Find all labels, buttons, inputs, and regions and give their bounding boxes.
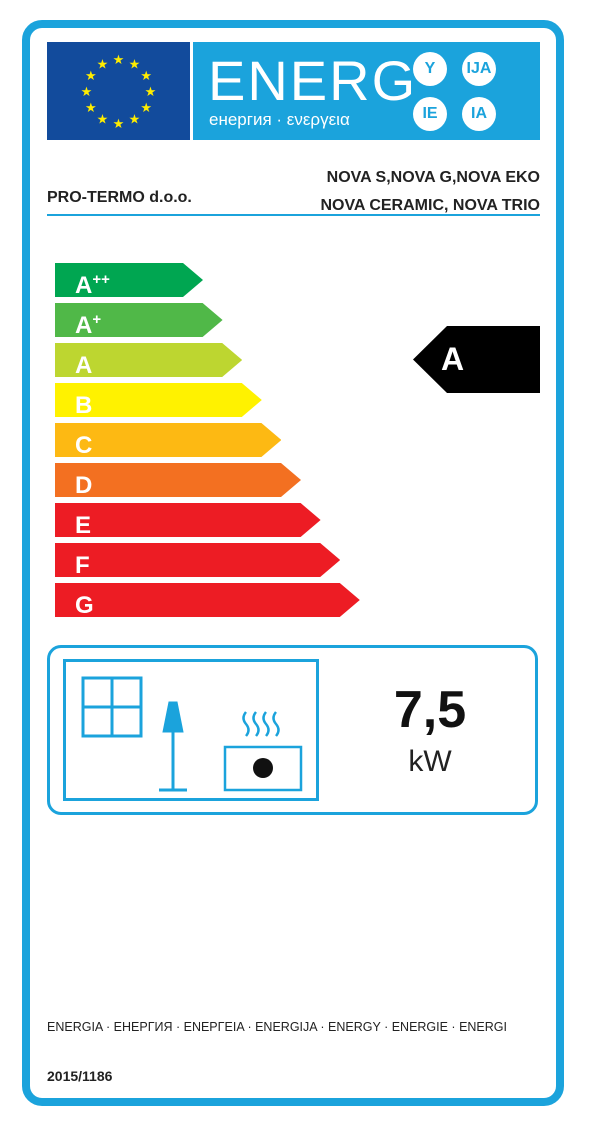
energy-subtitle: енергия · ενεργεια (209, 110, 350, 129)
class-label: A (75, 352, 93, 379)
star-icon: ★ (97, 112, 109, 127)
room-heating-pictogram (63, 659, 319, 801)
class-sup: + (92, 311, 102, 328)
model-line: NOVA CERAMIC, NOVA TRIO (320, 197, 540, 214)
class-label: A (75, 272, 93, 299)
suffix-ie: IE (413, 97, 447, 131)
class-label: D (75, 472, 93, 499)
class-label: E (75, 512, 92, 539)
suffix-y: Y (413, 52, 447, 86)
star-icon: ★ (85, 68, 97, 83)
lamp-icon (159, 701, 187, 792)
efficiency-class-3: B (55, 383, 262, 417)
efficiency-class-8: G (55, 583, 360, 617)
rated-output-value: 7,5 (393, 681, 467, 739)
energy-word: ENERG (208, 49, 418, 112)
star-icon: ★ (85, 100, 97, 115)
star-icon: ★ (113, 116, 125, 131)
class-sup: ++ (92, 271, 110, 288)
star-icon: ★ (97, 56, 109, 71)
efficiency-class-5: D (55, 463, 301, 497)
footer-languages: ENERGIA · ЕНЕРГИЯ · ΕΝΕΡΓΕΙΑ · ENERGIJA … (47, 1020, 507, 1034)
rated-output-unit: kW (408, 745, 452, 778)
star-icon: ★ (145, 84, 157, 99)
suffix-ia: IA (462, 97, 496, 131)
output-panel (47, 645, 538, 815)
class-label: F (75, 552, 90, 579)
energy-banner: ENERG енергия · ενεργεια Y IJA IE IA (193, 42, 540, 140)
star-icon: ★ (129, 56, 141, 71)
star-icon: ★ (113, 52, 125, 67)
star-icon: ★ (129, 112, 141, 127)
divider (47, 214, 540, 216)
class-label: G (75, 592, 94, 619)
suffix-ija: IJA (462, 52, 496, 86)
regulation-number: 2015/1186 (47, 1068, 113, 1084)
class-label: A (75, 312, 93, 339)
efficiency-class-6: E (55, 503, 321, 537)
label-frame (22, 20, 564, 1106)
class-label: C (75, 432, 93, 459)
star-icon: ★ (140, 100, 152, 115)
model-names: NOVA S,NOVA G,NOVA EKO NOVA CERAMIC, NOV… (320, 164, 540, 220)
supplier-name: PRO-TERMO d.o.o. (47, 189, 192, 206)
efficiency-class-4: C (55, 423, 281, 457)
efficiency-class-0: A++ (55, 263, 203, 297)
eu-flag-icon: ★ ★ ★ ★ ★ ★ ★ ★ ★ ★ ★ ★ (47, 42, 190, 140)
efficiency-class-1: A+ (55, 303, 223, 337)
efficiency-class-7: F (55, 543, 340, 577)
class-label: B (75, 392, 93, 419)
efficiency-class-2: A (55, 343, 242, 377)
star-icon: ★ (81, 84, 93, 99)
heater-icon (223, 711, 303, 792)
window-icon (81, 676, 143, 738)
star-icon: ★ (140, 68, 152, 83)
model-line: NOVA S,NOVA G,NOVA EKO (326, 169, 540, 186)
